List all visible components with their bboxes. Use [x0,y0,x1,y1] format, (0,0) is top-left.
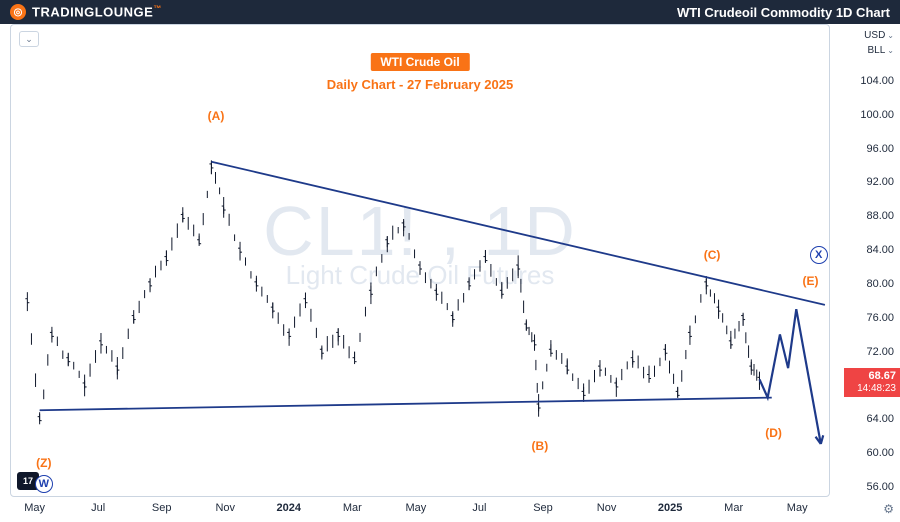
y-axis-controls-2: BLL⌄ [832,45,900,56]
brand-logo-icon: ◎ [10,4,26,20]
y-tick: 72.00 [866,346,894,358]
x-tick: 2025 [658,502,682,514]
wave-label: (Z) [36,456,51,470]
x-tick: May [787,502,808,514]
y-unit-label: USD [864,30,885,41]
price-badge-value: 68.67 [848,370,896,383]
wave-label: (D) [765,426,782,440]
y-tick: 64.00 [866,413,894,425]
y-tick: 56.00 [866,481,894,493]
settings-gear-icon[interactable]: ⚙ [883,502,894,516]
y-tick: 60.00 [866,447,894,459]
y-tick: 80.00 [866,278,894,290]
chart-area: ⌄ CL1! , 1D Light Crude Oil Futures WTI … [0,24,900,522]
x-tick: Sep [533,502,553,514]
y-tick: 96.00 [866,143,894,155]
wave-circle-label: X [810,246,828,264]
x-tick: May [24,502,45,514]
wave-circle-label: W [35,475,53,493]
brand-text: TRADINGLOUNGE™ [32,4,162,19]
price-badge-time: 14:48:23 [848,383,896,395]
wave-label: (C) [704,248,721,262]
chart-title: WTI Crudeoil Commodity 1D Chart [677,5,890,20]
chart-body[interactable]: ⌄ CL1! , 1D Light Crude Oil Futures WTI … [10,24,830,497]
y-axis-controls: USD⌄ [832,30,900,41]
x-tick: May [406,502,427,514]
y-axis: USD⌄ BLL⌄ 68.67 14:48:23 56.00 60.00 64.00… [832,24,900,497]
header-bar: ◎ TRADINGLOUNGE™ WTI Crudeoil Commodity … [0,0,900,24]
brand: ◎ TRADINGLOUNGE™ [10,4,162,20]
x-axis: May Jul Sep Nov 2024 Mar May Jul Sep Nov 2025 Mar Ma… [10,498,830,522]
y-tick: 92.00 [866,176,894,188]
price-badge: 68.67 14:48:23 [844,368,900,397]
x-tick: Mar [343,502,362,514]
y-tick: 104.00 [860,75,894,87]
wave-label: (E) [803,274,819,288]
y-indicator[interactable]: BLL⌄ [868,45,895,56]
y-indicator-label: BLL [868,45,886,56]
y-unit[interactable]: USD⌄ [864,30,894,41]
y-tick: 100.00 [860,109,894,121]
x-tick: Nov [215,502,235,514]
wave-label: (A) [208,109,225,123]
x-tick: 2024 [277,502,301,514]
brand-name: TRADINGLOUNGE [32,5,153,20]
x-tick: Jul [91,502,105,514]
wave-label: (B) [532,439,549,453]
x-tick: Nov [597,502,617,514]
x-tick: Sep [152,502,172,514]
x-tick: Jul [472,502,486,514]
y-tick: 84.00 [866,244,894,256]
brand-tm: ™ [153,4,162,13]
x-tick: Mar [724,502,743,514]
y-tick: 88.00 [866,210,894,222]
y-tick: 76.00 [866,312,894,324]
